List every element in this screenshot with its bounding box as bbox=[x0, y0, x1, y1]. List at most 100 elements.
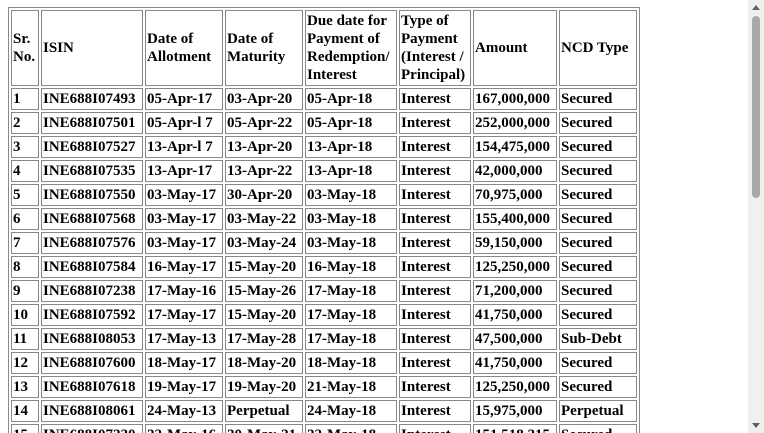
table-row: 4 INE688I07535 13-Apr-17 13-Apr-22 13-Apr-18… bbox=[11, 160, 637, 182]
table-cell: 05-Apr-22 bbox=[225, 112, 303, 134]
table-cell: 42,000,000 bbox=[473, 160, 557, 182]
table-cell: 70,975,000 bbox=[473, 184, 557, 206]
table-cell: 24-May-18 bbox=[305, 400, 397, 422]
table-cell: Secured bbox=[559, 352, 637, 374]
table-cell: 59,150,000 bbox=[473, 232, 557, 254]
table-cell: Secured bbox=[559, 208, 637, 230]
table-cell: Interest bbox=[399, 304, 471, 326]
table-cell: 17-May-18 bbox=[305, 304, 397, 326]
table-cell: 13-Apr-18 bbox=[305, 160, 397, 182]
table-cell: 17-May-13 bbox=[145, 328, 223, 350]
table-cell: 9 bbox=[11, 280, 39, 302]
table-cell: Interest bbox=[399, 136, 471, 158]
table-cell: 155,400,000 bbox=[473, 208, 557, 230]
table-row: 11 INE688I08053 17-May-13 17-May-28 17-May-1… bbox=[11, 328, 637, 350]
table-cell: INE688I07568 bbox=[41, 208, 143, 230]
table-cell: Secured bbox=[559, 232, 637, 254]
table-cell: 13-Apr-l 7 bbox=[145, 136, 223, 158]
table-cell: INE688I07576 bbox=[41, 232, 143, 254]
table-cell: 15-May-20 bbox=[225, 256, 303, 278]
table-cell: 15 bbox=[11, 424, 39, 433]
table-cell: INE688I07493 bbox=[41, 88, 143, 110]
table-cell: 18-May-20 bbox=[225, 352, 303, 374]
table-cell: 15-May-20 bbox=[225, 304, 303, 326]
table-cell: 18-May-18 bbox=[305, 352, 397, 374]
table-cell: Secured bbox=[559, 280, 637, 302]
table-row: 3 INE688I07527 13-Apr-l 7 13-Apr-20 13-Apr-1… bbox=[11, 136, 637, 158]
column-header: Amount bbox=[473, 10, 557, 86]
table-cell: 8 bbox=[11, 256, 39, 278]
table-cell: Secured bbox=[559, 304, 637, 326]
ncd-table: Sr. No. ISIN Date of Allotment Date of Matu… bbox=[8, 7, 640, 433]
table-cell: 03-May-22 bbox=[225, 208, 303, 230]
table-cell: 03-May-17 bbox=[145, 232, 223, 254]
table-cell: Interest bbox=[399, 112, 471, 134]
table-cell: 13-Apr-17 bbox=[145, 160, 223, 182]
table-cell: 125,250,000 bbox=[473, 256, 557, 278]
table-cell: 18-May-17 bbox=[145, 352, 223, 374]
scrollbar[interactable] bbox=[748, 0, 764, 433]
table-cell: Interest bbox=[399, 400, 471, 422]
table-cell: 19-May-20 bbox=[225, 376, 303, 398]
table-row: 8 INE688I07584 16-May-17 15-May-20 16-May-18… bbox=[11, 256, 637, 278]
scroll-up[interactable] bbox=[752, 5, 760, 10]
table-cell: 16-May-18 bbox=[305, 256, 397, 278]
table-cell: 17-May-28 bbox=[225, 328, 303, 350]
scroll-thumb[interactable] bbox=[752, 16, 760, 198]
table-cell: 6 bbox=[11, 208, 39, 230]
table-cell: INE688I07550 bbox=[41, 184, 143, 206]
table-cell: 4 bbox=[11, 160, 39, 182]
table-cell: 14 bbox=[11, 400, 39, 422]
table-cell: INE688I07584 bbox=[41, 256, 143, 278]
table-cell: 03-May-18 bbox=[305, 232, 397, 254]
table-cell: Perpetual bbox=[225, 400, 303, 422]
column-header: ISIN bbox=[41, 10, 143, 86]
table-cell: 1 bbox=[11, 88, 39, 110]
table-cell: 17-May-16 bbox=[145, 280, 223, 302]
table-cell: INE688I08053 bbox=[41, 328, 143, 350]
column-header: Sr. No. bbox=[11, 10, 39, 86]
table-cell: Interest bbox=[399, 280, 471, 302]
table-row: 7 INE688I07576 03-May-17 03-May-24 03-May-18… bbox=[11, 232, 637, 254]
table-cell: Secured bbox=[559, 184, 637, 206]
table-cell: 252,000,000 bbox=[473, 112, 557, 134]
table-cell: Interest bbox=[399, 424, 471, 433]
table-body: 1 INE688I07493 05-Apr-17 03-Apr-20 05-Apr-18… bbox=[11, 88, 637, 433]
table-cell: 13 bbox=[11, 376, 39, 398]
table-row: 14 INE688I08061 24-May-13 Perpetual 24-May-1… bbox=[11, 400, 637, 422]
table-cell: Secured bbox=[559, 88, 637, 110]
table-row: 12 INE688I07600 18-May-17 18-May-20 18-May-1… bbox=[11, 352, 637, 374]
column-header: Due date for Payment of Redemption/ Inte… bbox=[305, 10, 397, 86]
table-cell: 15,975,000 bbox=[473, 400, 557, 422]
table-row: 1 INE688I07493 05-Apr-17 03-Apr-20 05-Apr-18… bbox=[11, 88, 637, 110]
table-cell: 17-May-18 bbox=[305, 280, 397, 302]
table-cell: Sub-Debt bbox=[559, 328, 637, 350]
content: Sr. No. ISIN Date of Allotment Date of Matu… bbox=[8, 7, 640, 433]
table-cell: 167,000,000 bbox=[473, 88, 557, 110]
table-cell: 03-May-18 bbox=[305, 208, 397, 230]
table-cell: 03-Apr-20 bbox=[225, 88, 303, 110]
table-row: 5 INE688I07550 03-May-17 30-Apr-20 03-May-18… bbox=[11, 184, 637, 206]
scroll-down[interactable] bbox=[752, 423, 760, 428]
table-cell: 2 bbox=[11, 112, 39, 134]
table-cell: 13-Apr-22 bbox=[225, 160, 303, 182]
table-cell: 17-May-17 bbox=[145, 304, 223, 326]
table-row: 15INE688I0722022-May-1620-May-2122-May-1… bbox=[11, 424, 637, 433]
table-row: 10 INE688I07592 17-May-17 15-May-20 17-May-1… bbox=[11, 304, 637, 326]
table-cell: Interest bbox=[399, 184, 471, 206]
table-cell: 05-Apr-l 7 bbox=[145, 112, 223, 134]
table-cell: INE688I07238 bbox=[41, 280, 143, 302]
table-cell: Secured bbox=[559, 160, 637, 182]
table-cell: 3 bbox=[11, 136, 39, 158]
table-row: 6 INE688I07568 03-May-17 03-May-22 03-May-18… bbox=[11, 208, 637, 230]
table-cell: Interest bbox=[399, 328, 471, 350]
table-cell: 22-May-18 bbox=[305, 424, 397, 433]
table-cell: INE688I07527 bbox=[41, 136, 143, 158]
table-cell: 03-May-17 bbox=[145, 208, 223, 230]
header-row: Sr. No. ISIN Date of Allotment Date of Matu… bbox=[11, 10, 637, 86]
column-header: Date of Allotment bbox=[145, 10, 223, 86]
table-cell: 125,250,000 bbox=[473, 376, 557, 398]
table-cell: 03-May-17 bbox=[145, 184, 223, 206]
table-cell: 30-Apr-20 bbox=[225, 184, 303, 206]
